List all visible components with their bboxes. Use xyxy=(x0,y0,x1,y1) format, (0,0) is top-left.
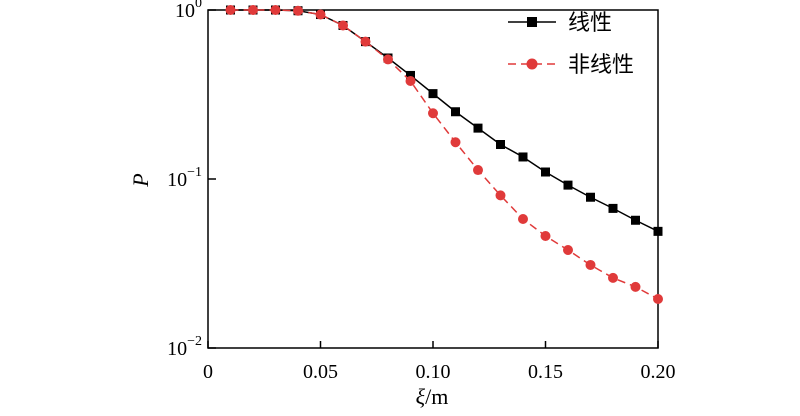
data-point xyxy=(518,213,528,224)
data-point xyxy=(563,245,573,256)
legend-label-linear: 线性 xyxy=(568,11,612,36)
x-tick-label: 0 xyxy=(203,361,213,383)
data-point xyxy=(585,259,596,270)
data-point xyxy=(541,167,550,177)
y-tick-label: 10−2 xyxy=(167,334,202,360)
y-tick-label: 10−1 xyxy=(167,165,202,191)
y-tick-label: 100 xyxy=(175,0,202,22)
y-axis-title: P xyxy=(128,173,153,187)
y-tick-exponent: 0 xyxy=(195,0,202,11)
data-point xyxy=(540,230,551,241)
data-point xyxy=(518,152,528,162)
data-point xyxy=(315,9,326,20)
series-layer xyxy=(225,5,663,304)
data-point xyxy=(473,123,483,133)
legend-marker-linear xyxy=(527,17,537,27)
y-tick-exponent: −1 xyxy=(187,165,202,180)
data-point xyxy=(450,137,461,148)
y-tick-base: 10 xyxy=(175,0,195,22)
data-point xyxy=(451,107,460,117)
data-point xyxy=(608,203,618,213)
legend-item-nonlinear: 非线性 xyxy=(508,53,634,78)
y-tick-base: 10 xyxy=(167,338,187,360)
data-point xyxy=(248,5,258,15)
data-point xyxy=(428,108,438,119)
data-point xyxy=(406,70,415,80)
data-point xyxy=(586,192,595,202)
y-tick-base: 10 xyxy=(167,169,187,191)
x-axis-title: ξ/m xyxy=(416,384,449,409)
x-tick-label: 0.20 xyxy=(641,361,676,383)
data-point xyxy=(225,5,236,15)
series-linear xyxy=(226,5,663,236)
x-tick-label: 0.05 xyxy=(303,361,338,383)
data-point xyxy=(405,76,416,87)
legend-item-linear: 线性 xyxy=(508,11,612,36)
y-tick-exponent: −2 xyxy=(187,334,202,349)
data-point xyxy=(428,89,438,99)
data-point xyxy=(270,5,281,15)
series-nonlinear xyxy=(225,5,663,304)
data-point xyxy=(563,180,573,190)
data-point xyxy=(338,20,348,31)
x-tick-label: 0.10 xyxy=(416,361,451,383)
x-axis-symbol: ξ xyxy=(416,384,426,409)
data-point xyxy=(608,272,618,283)
data-point xyxy=(293,5,303,16)
data-point xyxy=(495,190,506,201)
legend-label-nonlinear: 非线性 xyxy=(568,53,634,78)
data-point xyxy=(631,215,640,225)
data-point xyxy=(383,54,393,65)
data-point xyxy=(496,140,505,150)
data-point xyxy=(653,293,663,304)
x-axis-unit: /m xyxy=(425,384,448,409)
x-tick-label: 0.15 xyxy=(528,361,563,383)
data-point xyxy=(473,165,483,176)
data-point xyxy=(630,281,641,292)
legend: 线性 非线性 xyxy=(508,11,634,78)
data-point xyxy=(653,226,663,236)
legend-marker-nonlinear xyxy=(526,58,538,70)
data-point xyxy=(360,36,371,47)
